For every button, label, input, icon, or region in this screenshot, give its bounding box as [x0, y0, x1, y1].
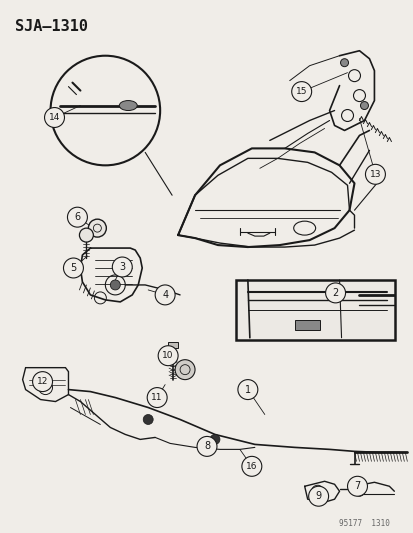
Polygon shape — [168, 342, 178, 348]
Circle shape — [325, 283, 345, 303]
Circle shape — [209, 434, 219, 445]
Circle shape — [237, 379, 257, 400]
Circle shape — [347, 477, 367, 496]
Circle shape — [112, 257, 132, 277]
Text: 15: 15 — [295, 87, 307, 96]
Circle shape — [241, 456, 261, 477]
Circle shape — [365, 164, 385, 184]
Circle shape — [88, 219, 106, 237]
Text: 12: 12 — [37, 377, 48, 386]
Text: 13: 13 — [369, 170, 380, 179]
Text: 1: 1 — [244, 385, 250, 394]
Text: 16: 16 — [245, 462, 257, 471]
Circle shape — [291, 82, 311, 102]
Circle shape — [197, 437, 216, 456]
Circle shape — [67, 207, 87, 227]
Polygon shape — [294, 320, 319, 330]
Circle shape — [33, 372, 52, 392]
Circle shape — [340, 59, 348, 67]
Text: 9: 9 — [315, 491, 321, 501]
Circle shape — [143, 415, 153, 424]
Text: 14: 14 — [49, 113, 60, 122]
Text: 2: 2 — [332, 288, 338, 298]
Circle shape — [110, 280, 120, 290]
Text: 3: 3 — [119, 262, 125, 272]
Circle shape — [79, 228, 93, 242]
Text: 95177  1310: 95177 1310 — [338, 519, 389, 528]
Text: 11: 11 — [151, 393, 163, 402]
Circle shape — [63, 258, 83, 278]
Circle shape — [45, 108, 64, 127]
Circle shape — [155, 285, 175, 305]
Circle shape — [308, 486, 328, 506]
Text: 7: 7 — [354, 481, 360, 491]
Text: SJA–1310: SJA–1310 — [14, 19, 88, 34]
Circle shape — [147, 387, 167, 408]
FancyBboxPatch shape — [235, 280, 394, 340]
Text: 8: 8 — [204, 441, 209, 451]
Circle shape — [158, 346, 178, 366]
Text: 4: 4 — [161, 290, 168, 300]
Ellipse shape — [119, 101, 137, 110]
Text: 10: 10 — [162, 351, 173, 360]
Circle shape — [360, 102, 368, 109]
Circle shape — [175, 360, 195, 379]
Text: 5: 5 — [70, 263, 76, 273]
Text: 6: 6 — [74, 212, 80, 222]
